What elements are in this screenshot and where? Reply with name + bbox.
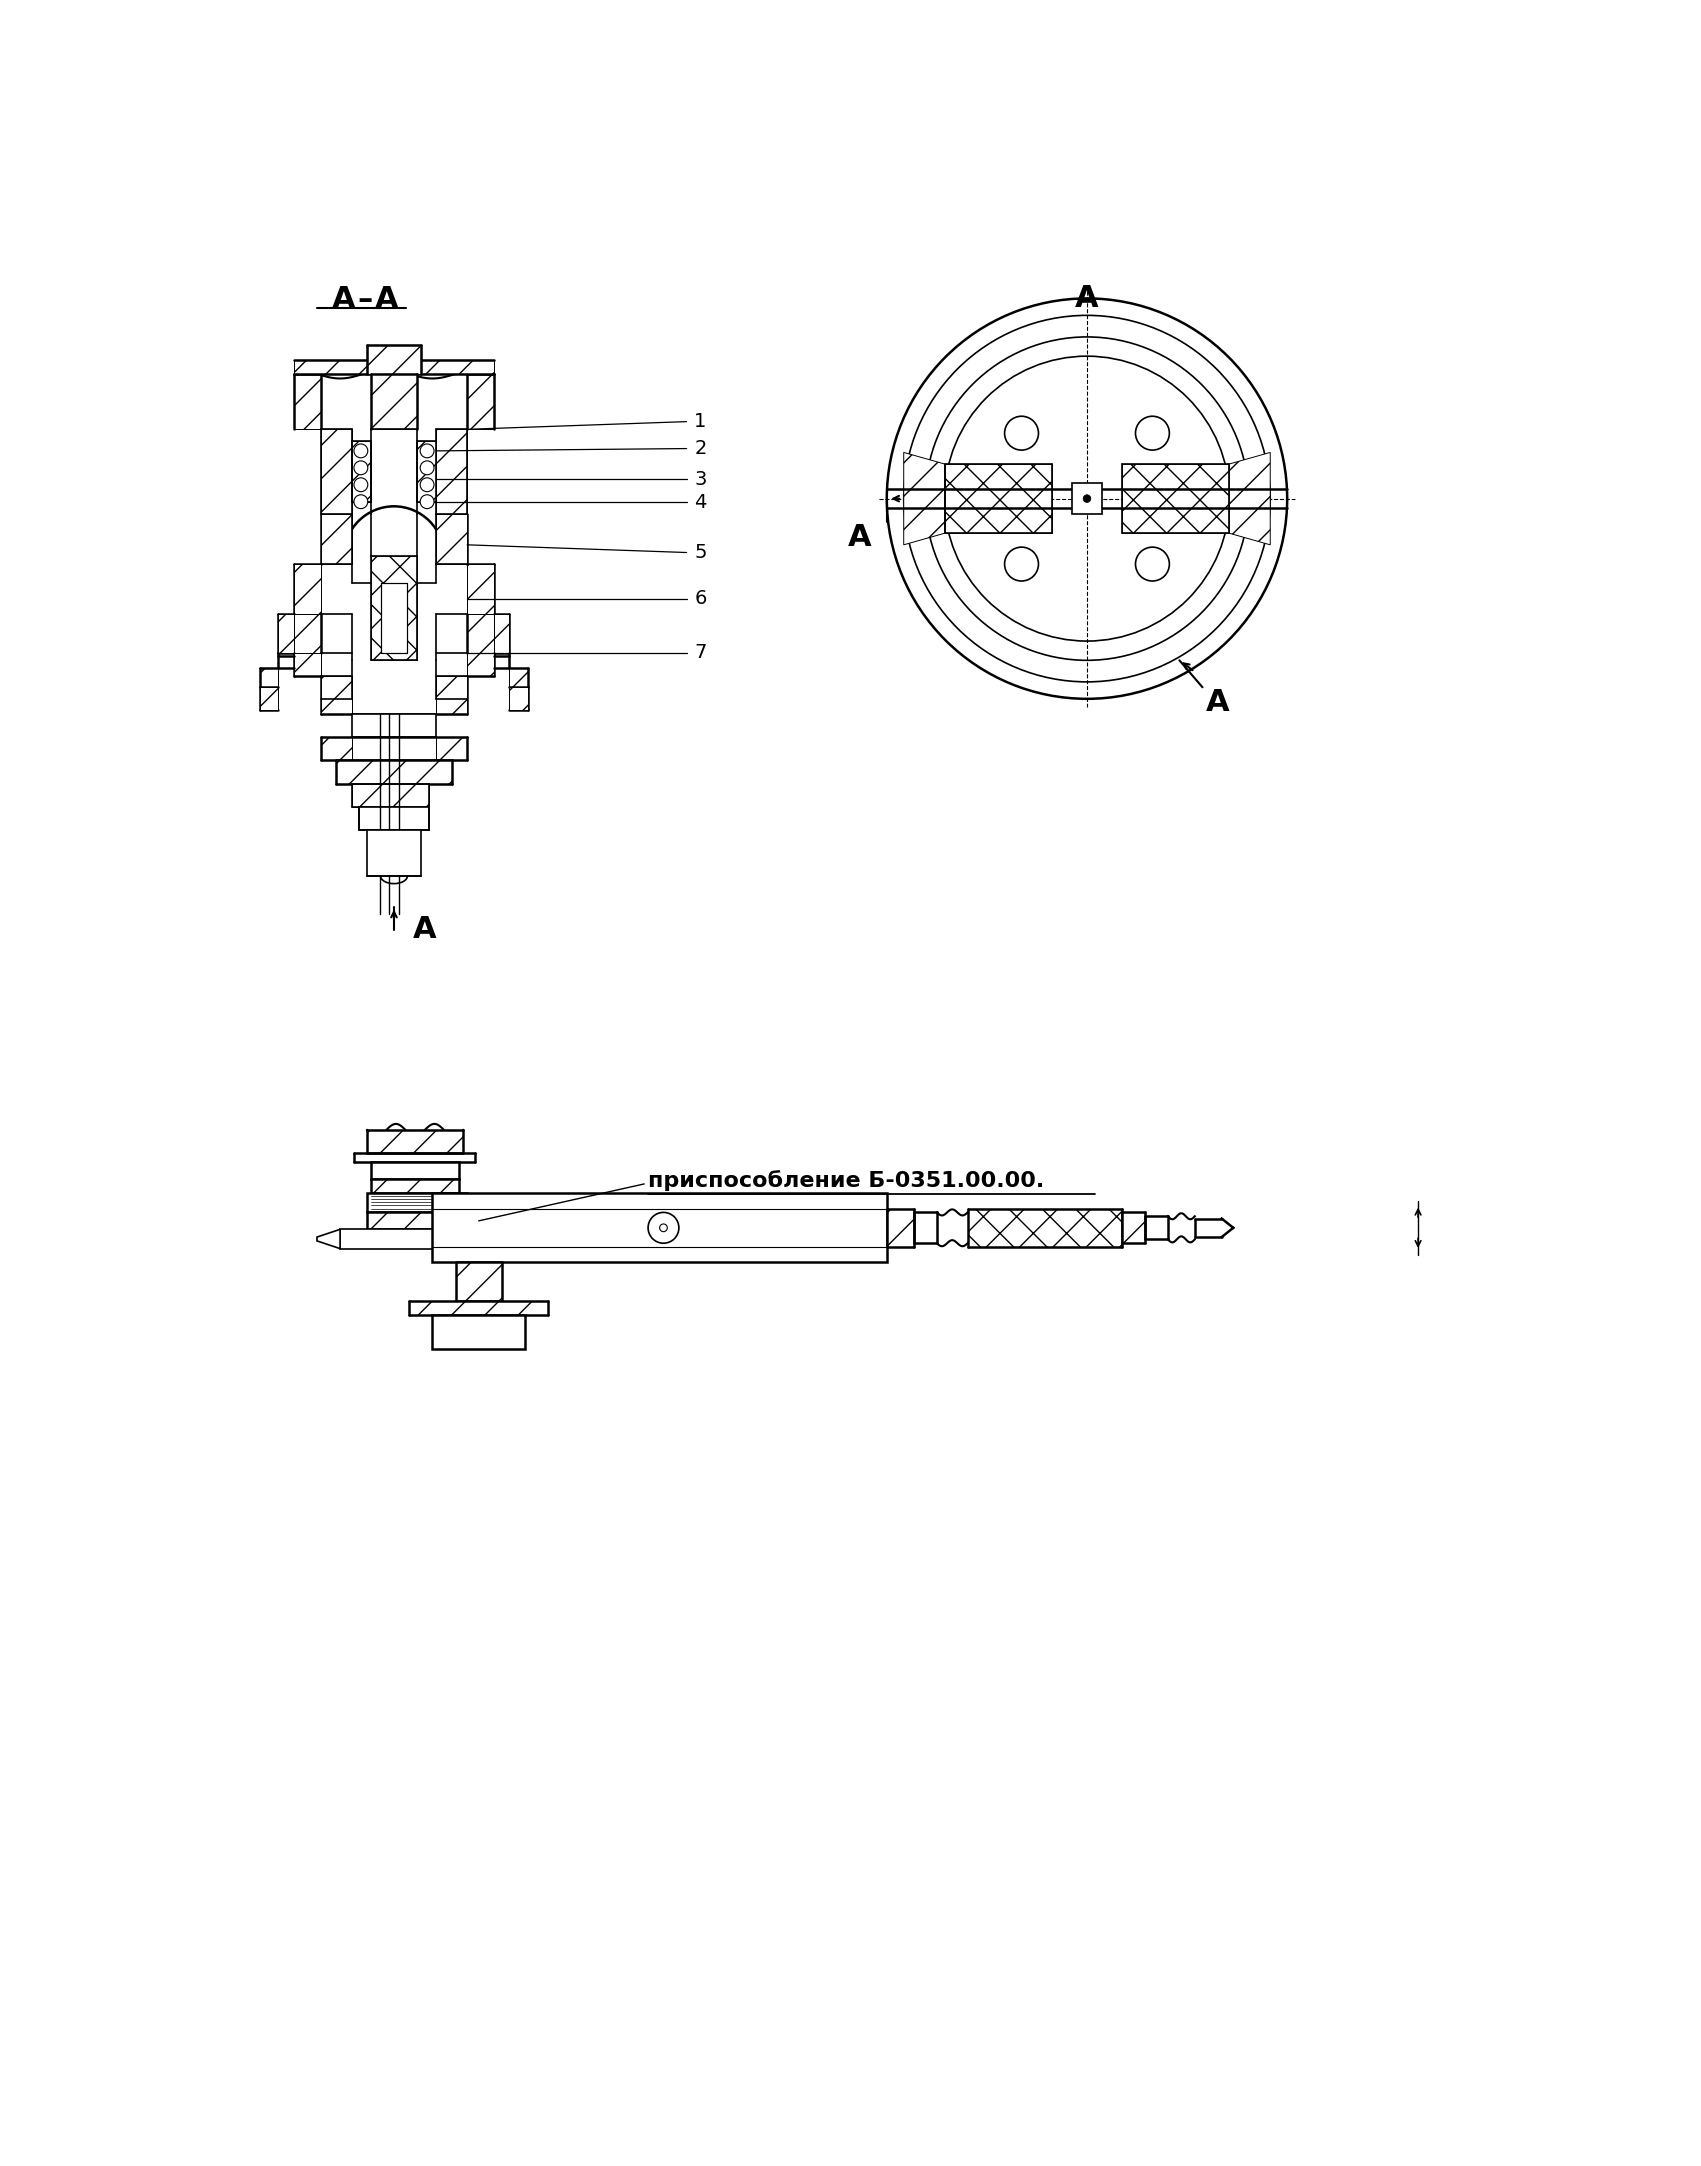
- Text: А: А: [849, 522, 871, 552]
- Polygon shape: [456, 1263, 502, 1302]
- Polygon shape: [294, 360, 493, 375]
- Polygon shape: [903, 453, 944, 546]
- Polygon shape: [294, 652, 321, 676]
- Polygon shape: [367, 1131, 463, 1152]
- Polygon shape: [1121, 464, 1230, 533]
- Polygon shape: [510, 667, 527, 687]
- Circle shape: [903, 316, 1271, 682]
- Text: 2: 2: [694, 440, 706, 457]
- Circle shape: [420, 444, 434, 457]
- Circle shape: [354, 479, 367, 492]
- Circle shape: [944, 355, 1230, 641]
- Polygon shape: [371, 375, 417, 429]
- Polygon shape: [352, 715, 437, 736]
- Text: 4: 4: [694, 494, 706, 511]
- Polygon shape: [371, 1163, 459, 1178]
- Text: 7: 7: [694, 643, 706, 663]
- Polygon shape: [1230, 453, 1271, 546]
- Polygon shape: [381, 583, 407, 652]
- Polygon shape: [371, 1178, 459, 1193]
- Polygon shape: [437, 676, 468, 715]
- Circle shape: [1005, 548, 1039, 580]
- Polygon shape: [279, 615, 294, 652]
- Polygon shape: [294, 375, 321, 429]
- Text: 5: 5: [694, 544, 708, 561]
- Polygon shape: [294, 615, 321, 652]
- Polygon shape: [468, 652, 493, 676]
- Polygon shape: [432, 1315, 526, 1349]
- Polygon shape: [1121, 1213, 1145, 1243]
- Circle shape: [420, 479, 434, 492]
- Text: А: А: [332, 286, 356, 314]
- Text: 1: 1: [694, 412, 706, 431]
- Text: –: –: [357, 286, 373, 314]
- Polygon shape: [371, 557, 417, 661]
- Circle shape: [648, 1213, 679, 1243]
- Polygon shape: [321, 736, 352, 760]
- Polygon shape: [294, 563, 321, 615]
- Circle shape: [1136, 548, 1169, 580]
- Polygon shape: [367, 830, 420, 875]
- Polygon shape: [321, 429, 352, 513]
- Circle shape: [420, 494, 434, 509]
- Circle shape: [660, 1224, 667, 1232]
- Circle shape: [1084, 494, 1090, 503]
- Polygon shape: [1072, 483, 1102, 513]
- Text: А: А: [413, 916, 437, 944]
- Polygon shape: [886, 1209, 913, 1248]
- Circle shape: [1136, 416, 1169, 451]
- Polygon shape: [510, 687, 527, 710]
- Polygon shape: [468, 375, 493, 429]
- Polygon shape: [437, 429, 468, 513]
- Polygon shape: [337, 760, 452, 784]
- Circle shape: [354, 444, 367, 457]
- Polygon shape: [352, 442, 371, 503]
- Text: 6: 6: [694, 589, 706, 609]
- Polygon shape: [340, 1230, 468, 1248]
- Polygon shape: [367, 1213, 468, 1230]
- Circle shape: [420, 461, 434, 474]
- Polygon shape: [321, 513, 352, 563]
- Polygon shape: [944, 464, 1053, 533]
- Polygon shape: [437, 513, 468, 563]
- Polygon shape: [359, 806, 429, 830]
- Polygon shape: [352, 784, 429, 806]
- Polygon shape: [316, 1230, 340, 1248]
- Polygon shape: [321, 676, 352, 715]
- Circle shape: [886, 299, 1288, 700]
- Polygon shape: [260, 687, 279, 710]
- Polygon shape: [410, 1302, 548, 1315]
- Polygon shape: [437, 736, 468, 760]
- Circle shape: [354, 494, 367, 509]
- Polygon shape: [367, 1193, 468, 1213]
- Text: А: А: [1075, 284, 1099, 312]
- Polygon shape: [260, 667, 279, 687]
- Polygon shape: [417, 442, 437, 503]
- Polygon shape: [468, 615, 493, 652]
- Polygon shape: [968, 1209, 1121, 1248]
- Text: А: А: [374, 286, 398, 314]
- Circle shape: [354, 461, 367, 474]
- Polygon shape: [493, 615, 510, 652]
- Text: 3: 3: [694, 470, 706, 490]
- Circle shape: [1005, 416, 1039, 451]
- Circle shape: [925, 338, 1249, 661]
- Text: приспособление Б-0351.00.00.: приспособление Б-0351.00.00.: [648, 1170, 1044, 1191]
- Text: А: А: [1206, 689, 1230, 717]
- Polygon shape: [468, 563, 493, 615]
- Polygon shape: [367, 344, 420, 375]
- Polygon shape: [432, 1193, 886, 1263]
